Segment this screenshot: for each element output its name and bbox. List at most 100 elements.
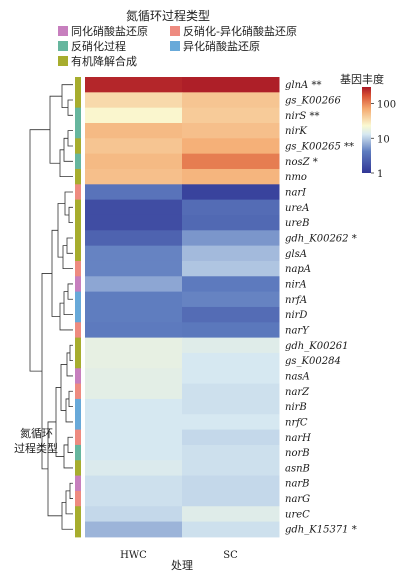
heatmap-cell [182,368,280,385]
process-type-cell [75,506,81,523]
legend-title: 氮循环过程类型 [126,8,210,23]
legend-swatch [170,26,180,36]
dendrogram-branch [29,129,50,372]
dendrogram-branch [65,398,73,423]
process-type-cell [75,291,81,308]
heatmap-cell [182,153,280,170]
process-type-cell [75,490,81,507]
colorbar-tick-label: 1 [377,169,383,180]
legend-label: 反硝化过程 [71,39,126,53]
heatmap-cell [182,444,280,461]
process-type-cell [75,383,81,400]
legend-label: 反硝化-异化硝酸盐还原 [183,24,297,38]
heatmap-cell [85,414,183,431]
process-type-cell [75,230,81,247]
heatmap-cell [182,475,280,492]
dendrogram-branch [67,99,73,116]
gene-label: gdh_K15371 * [285,525,357,536]
heatmap-cell [182,352,280,369]
heatmap-cell [85,337,183,354]
dendrogram-branch [57,203,65,258]
side-label-line2: 过程类型 [14,441,58,455]
row-dendrogram [29,84,73,530]
process-type-bar [75,77,81,538]
dendrogram-branch [61,502,73,530]
heatmap-cell [182,168,280,185]
colorbar-bar [362,87,371,173]
heatmap-cell [182,398,280,415]
colorbar-tick-label: 10 [377,134,390,145]
heatmap-cell [85,107,183,124]
heatmap-cell [85,383,183,400]
heatmap-cell [85,444,183,461]
legend-swatch [58,26,68,36]
gene-label: nirA [285,279,307,290]
gene-label: ureC [285,509,310,520]
gene-label: gs_K00265 ** [285,141,354,152]
gene-label: glnA ** [285,80,321,91]
gene-label: norB [285,448,310,459]
process-type-cell [75,122,81,139]
gene-label: napA [285,264,311,275]
heatmap-cell [182,122,280,139]
dendrogram-branch [51,229,60,317]
heatmap-cell [85,398,183,415]
gene-label: nasA [285,371,310,382]
gene-label: nirS ** [285,111,319,122]
heatmap-cell [182,322,280,339]
gene-label: narG [285,494,310,505]
heatmap-cell [85,122,183,139]
legend-label: 有机降解合成 [71,54,137,68]
dendrogram-branch [62,245,73,270]
process-type-cell [75,429,81,446]
dendrogram-branch [59,302,73,331]
heatmap-cell [85,138,183,155]
dendrogram-branch [66,237,73,254]
heatmap-cell [182,429,280,446]
process-type-cell [75,168,81,185]
x-axis: HWC SC 处理 氮循环过程类型 [14,426,238,572]
process-type-cell [75,260,81,277]
process-type-cell [75,337,81,354]
heatmap-cell [85,184,183,201]
gene-label: narY [285,325,310,336]
gene-label: nirB [285,402,307,413]
process-type-cell [75,444,81,461]
heatmap-cell [85,230,183,247]
colorbar-tick-label: 100 [377,100,396,111]
heatmap-cell [182,138,280,155]
gene-label: nrfA [285,295,307,306]
column-label: SC [223,550,238,561]
heatmap-cell [85,506,183,523]
heatmap-cell [85,460,183,477]
legend-label: 同化硝酸盐还原 [71,24,148,38]
heatmap-cell [182,460,280,477]
gene-label: nosZ * [285,157,318,168]
heatmap-cell [85,276,183,293]
dendrogram-branch [63,137,73,162]
process-type-cell [75,184,81,201]
heatmap-cell [182,276,280,293]
process-type-cell [75,199,81,216]
heatmap-cell [85,199,183,216]
process-type-cell [75,368,81,385]
process-type-cell [75,138,81,155]
heatmap-cell [85,521,183,538]
heatmap-cell [85,490,183,507]
heatmap-cell [182,184,280,201]
gene-label: nirD [285,310,307,321]
heatmap-cell [182,337,280,354]
heatmap-cell [182,383,280,400]
heatmap-cell [85,260,183,277]
process-type-cell [75,460,81,477]
process-type-cell [75,107,81,124]
heatmap-cell [182,214,280,231]
dendrogram-branch [67,130,73,147]
heatmap-cell [85,77,183,93]
process-type-cell [75,521,81,538]
heatmap-cell [85,306,183,323]
dendrogram-branch [59,149,73,178]
gene-label: gs_K00266 [285,95,341,106]
heatmap-cell [182,92,280,109]
heatmap-cell [85,214,183,231]
